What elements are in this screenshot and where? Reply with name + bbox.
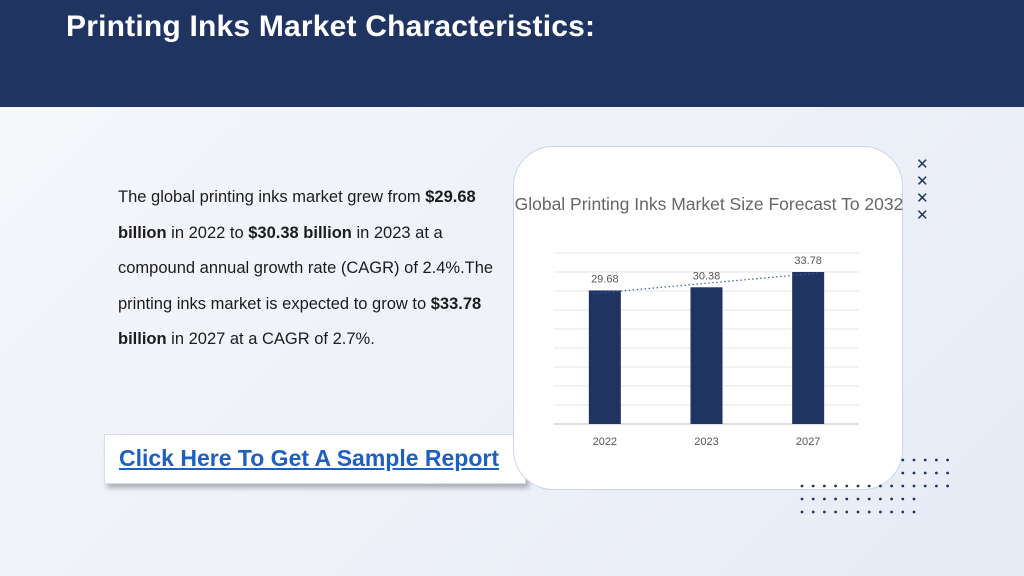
header-bar: Printing Inks Market Characteristics:: [0, 0, 1024, 107]
decorative-dot: [901, 497, 905, 501]
bar: [588, 290, 621, 424]
sample-report-button[interactable]: Click Here To Get A Sample Report: [104, 434, 526, 484]
decorative-dot: [867, 510, 871, 514]
decorative-dot: [879, 510, 882, 514]
bar: [792, 271, 825, 424]
decorative-dot-grid: [800, 458, 949, 514]
decorative-dot: [867, 497, 871, 501]
chart-card: Global Printing Inks Market Size Forecas…: [513, 146, 903, 490]
decorative-dot: [935, 484, 938, 488]
bar: [690, 287, 723, 424]
decorative-dot: [823, 510, 826, 514]
decorative-dot: [890, 497, 893, 501]
chart-title: Global Printing Inks Market Size Forecas…: [514, 194, 904, 214]
value-2022: $29.68 billion: [118, 188, 476, 242]
decorative-dot: [946, 471, 949, 475]
decorative-dot: [834, 484, 837, 488]
decorative-dot: [811, 484, 815, 488]
decorative-dot: [923, 484, 927, 488]
decorative-dot: [901, 510, 905, 514]
decorative-dot: [923, 458, 927, 462]
desc-text-4: in 2027 at a CAGR of 2.7%.: [166, 330, 375, 348]
decorative-dot: [879, 484, 882, 488]
decorative-dot: [845, 510, 849, 514]
decorative-dot: [912, 497, 916, 501]
x-tick-label: 2027: [796, 436, 820, 448]
x-tick-label: 2023: [694, 436, 718, 448]
market-description: The global printing inks market grew fro…: [118, 180, 498, 358]
decorative-dot: [811, 497, 815, 501]
page-title: Printing Inks Market Characteristics:: [66, 10, 596, 43]
decorative-dot: [923, 471, 927, 475]
decorative-dot: [912, 471, 916, 475]
decorative-dot: [845, 497, 849, 501]
value-2023: $30.38 billion: [248, 223, 352, 242]
data-label: 29.68: [591, 273, 619, 285]
decorative-dot: [879, 497, 882, 501]
decorative-dot: [901, 471, 905, 475]
decorative-dot: [845, 484, 849, 488]
desc-text-2: in 2022 to: [166, 223, 249, 242]
decorative-dot: [800, 510, 804, 514]
x-tick-label: 2022: [593, 436, 617, 448]
decorative-dot: [823, 497, 826, 501]
decorative-dot: [946, 484, 949, 488]
bar-chart: 29.68 2022 30.38 2023 33.78 2027: [554, 252, 859, 448]
decorative-dot: [890, 484, 893, 488]
decorative-dot: [890, 510, 893, 514]
sample-report-link[interactable]: Click Here To Get A Sample Report: [119, 445, 500, 471]
decorative-dot: [912, 458, 916, 462]
decorative-dot: [935, 458, 938, 462]
decorative-dot: [935, 471, 938, 475]
decorative-dot: [856, 510, 860, 514]
decorative-dot: [800, 497, 804, 501]
desc-text-3: in 2023 at a compound annual growth rate…: [118, 223, 494, 313]
decorative-dot: [800, 484, 804, 488]
data-label: 33.78: [794, 255, 822, 267]
decorative-dot: [823, 484, 826, 488]
value-2027: $33.78 billion: [118, 294, 482, 349]
decorative-dot: [946, 458, 949, 462]
decorative-x-marks: ✕ ✕ ✕ ✕: [916, 156, 929, 224]
decorative-dot: [856, 484, 860, 488]
decorative-dot: [856, 497, 860, 501]
decorative-dot: [901, 484, 905, 488]
decorative-dot: [912, 484, 916, 488]
decorative-dot: [834, 510, 837, 514]
decorative-dot: [901, 458, 905, 462]
decorative-dot: [912, 510, 916, 514]
decorative-dot: [834, 497, 837, 501]
decorative-dot: [867, 484, 871, 488]
decorative-dot: [811, 510, 815, 514]
data-label: 30.38: [693, 270, 721, 282]
desc-text-1: The global printing inks market grew fro…: [118, 188, 426, 206]
